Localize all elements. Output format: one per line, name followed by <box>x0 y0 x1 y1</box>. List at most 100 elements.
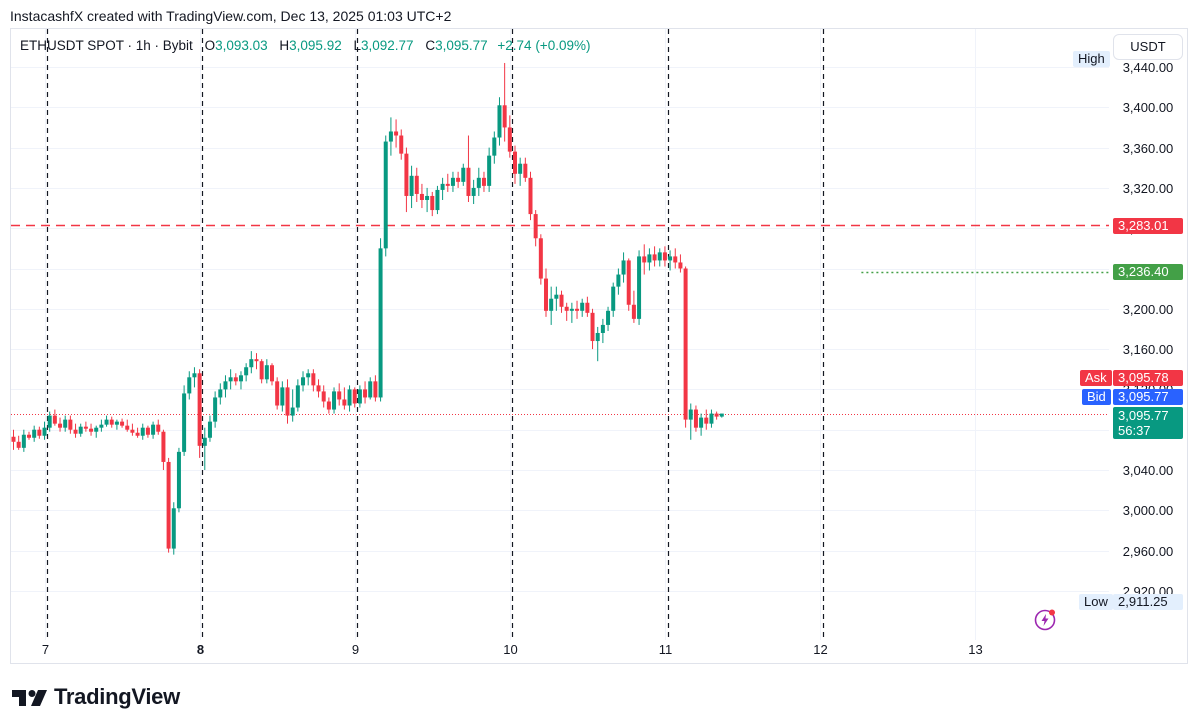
candle-down <box>481 171 486 192</box>
candles <box>11 62 724 555</box>
candle-body <box>125 425 130 430</box>
candle-body <box>161 431 166 462</box>
candle-body <box>156 424 161 432</box>
candle-body <box>404 153 409 196</box>
candle-body <box>42 427 47 436</box>
candle-down <box>83 421 88 432</box>
candle-body <box>683 268 688 420</box>
candle-up <box>549 286 554 325</box>
open-label: O <box>204 38 216 53</box>
candle-body <box>616 274 621 287</box>
candle-up <box>301 371 306 392</box>
price-tick-label: 3,400.00 <box>1123 100 1174 115</box>
ask-label-tag: Ask <box>1080 370 1112 386</box>
time-tick-label: 10 <box>503 642 517 657</box>
candle-down <box>197 369 202 458</box>
chart-attribution: InstacashfX created with TradingView.com… <box>10 8 452 24</box>
candle-down <box>52 409 57 426</box>
candle-down <box>130 423 135 436</box>
candle-up <box>657 248 662 267</box>
candle-body <box>637 256 642 319</box>
candle-body <box>218 389 223 398</box>
candle-body <box>280 387 285 406</box>
candle-body <box>652 254 657 261</box>
candle-down <box>156 419 161 435</box>
candle-body <box>549 298 554 311</box>
candle-body <box>450 177 455 186</box>
candle-down <box>704 409 709 430</box>
close-label: C <box>425 38 436 53</box>
price-tick-label: 3,440.00 <box>1123 60 1174 75</box>
time-tick-label: 7 <box>42 642 49 657</box>
candle-body <box>301 377 306 386</box>
candle-down <box>275 377 280 410</box>
candle-down <box>466 135 471 203</box>
candle-down <box>270 363 274 386</box>
candle-up <box>368 377 373 400</box>
open-value: 3,093.03 <box>215 38 268 53</box>
time-tick-label: 12 <box>813 642 827 657</box>
candle-down <box>326 397 331 414</box>
candle-down <box>430 191 435 217</box>
candle-down <box>11 429 16 450</box>
candle-body <box>678 262 683 269</box>
grid-lines <box>11 29 1109 640</box>
session-separators <box>46 29 825 640</box>
time-tick-label: 13 <box>968 642 982 657</box>
candle-body <box>130 429 135 433</box>
candle-down <box>58 417 63 432</box>
candle-body <box>559 294 564 307</box>
candle-body <box>109 419 114 425</box>
candle-body <box>528 177 533 215</box>
flash-alert-icon[interactable] <box>1033 608 1057 632</box>
low-value: 3,092.77 <box>361 38 414 53</box>
candle-body <box>295 385 300 408</box>
candle-body <box>182 393 187 452</box>
candle-up <box>600 318 605 344</box>
candle-body <box>16 441 21 448</box>
candle-body <box>518 163 523 174</box>
candle-body <box>332 391 337 410</box>
price-tick-label: 3,040.00 <box>1123 463 1174 478</box>
candle-body <box>497 105 502 138</box>
candle-down <box>507 115 512 158</box>
chart-frame <box>10 28 1188 664</box>
candle-body <box>306 373 311 378</box>
tradingview-wordmark: TradingView <box>54 684 180 709</box>
candle-up <box>182 385 187 456</box>
candle-up <box>290 389 295 422</box>
candle-down <box>145 425 150 438</box>
candle-down <box>714 411 719 420</box>
candle-down <box>337 383 342 406</box>
candle-body <box>435 189 440 211</box>
candle-body <box>445 183 450 186</box>
candle-down <box>419 183 424 209</box>
last-price-value: 3,095.77 <box>1118 408 1169 423</box>
candle-up <box>244 363 249 382</box>
candle-body <box>492 137 497 156</box>
candle-down <box>683 266 688 428</box>
price-lines <box>11 224 1109 415</box>
candle-body <box>166 461 171 549</box>
candle-body <box>487 155 492 186</box>
candle-body <box>544 278 549 311</box>
candle-body <box>264 365 269 380</box>
candle-down <box>544 268 549 317</box>
candle-body <box>145 427 150 435</box>
candle-down <box>502 62 507 142</box>
change-value: +2.74 (+0.09%) <box>497 38 591 53</box>
candle-down <box>161 429 166 470</box>
candle-body <box>419 193 424 200</box>
candle-body <box>233 377 238 382</box>
red-line-price-tag: 3,283.01 <box>1113 218 1183 234</box>
price-tick-label: 3,200.00 <box>1123 302 1174 317</box>
candle-up <box>104 415 109 427</box>
currency-button[interactable]: USDT <box>1113 34 1183 60</box>
candle-down <box>316 379 321 398</box>
candle-up <box>637 250 642 325</box>
candle-body <box>249 359 254 368</box>
candle-body <box>647 254 652 263</box>
candle-body <box>657 252 662 261</box>
price-tick-label: 3,320.00 <box>1123 181 1174 196</box>
